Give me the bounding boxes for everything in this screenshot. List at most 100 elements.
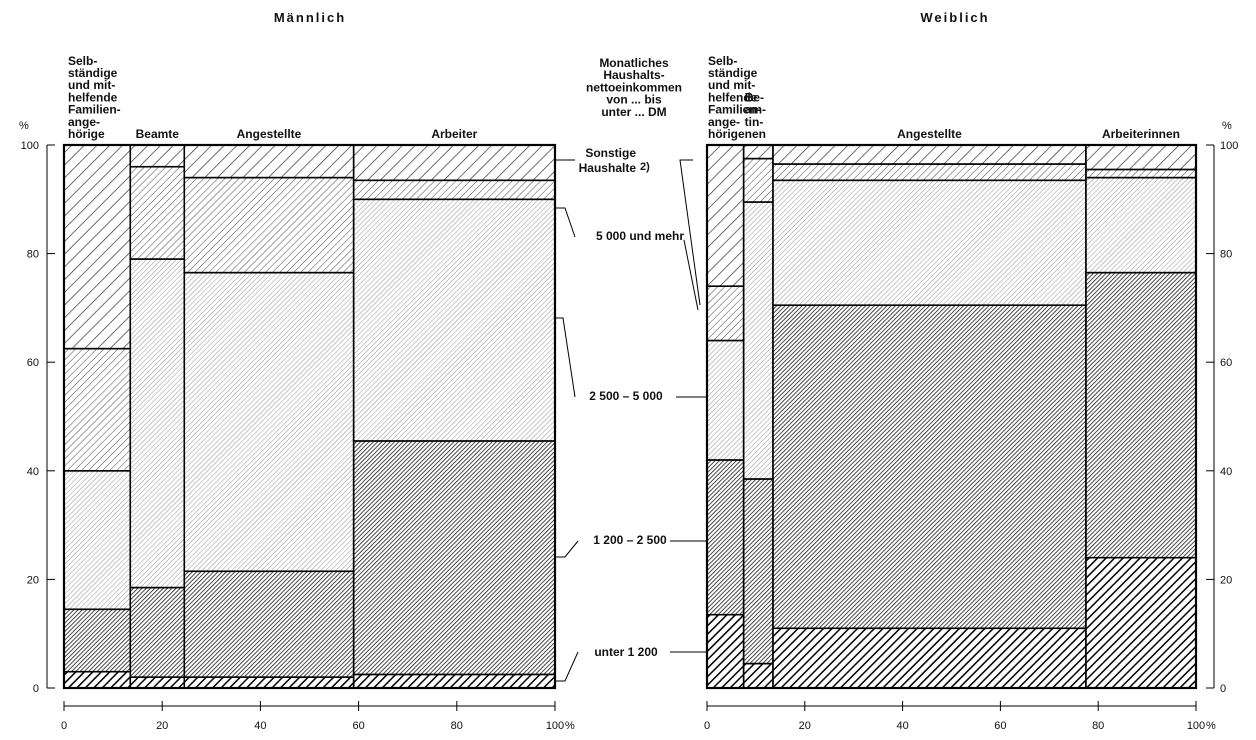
column-label: Beamte <box>136 127 180 141</box>
segment-u1200 <box>63 670 132 689</box>
segment-b2500 <box>706 339 745 461</box>
segment-sonstige <box>772 144 1087 165</box>
legend-label: 2 500 – 5 000 <box>589 389 663 403</box>
column-angestellte: Angestellte <box>772 127 1087 689</box>
y-tick-label: 20 <box>1220 574 1232 586</box>
y-tick-label: 60 <box>1220 357 1232 369</box>
column-arbeiter: Arbeiter <box>352 127 556 689</box>
segment-b1200 <box>772 304 1087 630</box>
y-tick-label: 100 <box>1220 140 1238 152</box>
column-arbeiterinnen: Arbeiterinnen <box>1085 127 1197 689</box>
segment-b2500 <box>63 469 132 611</box>
column-label: Arbeiterinnen <box>1102 127 1180 141</box>
legend-connector <box>555 651 579 682</box>
legend-item-b1200: 1 200 – 2 500 <box>555 533 707 558</box>
segment-b2500 <box>183 271 355 573</box>
segment-u1200 <box>129 676 186 689</box>
column-label: Selb-ständige und mit-helfende Familien-an… <box>708 54 761 141</box>
segment-u1200 <box>183 676 355 689</box>
x-tick-label: 20 <box>156 720 168 732</box>
legend-label: unter 1 200 <box>594 645 658 659</box>
y-tick-label: 0 <box>1220 683 1226 695</box>
x-tick-label: 40 <box>254 720 266 732</box>
x-tick-label: 40 <box>896 720 908 732</box>
segment-b1200 <box>742 478 774 665</box>
legend-heading: Monatliches Haushalts-nettoeinkommen von .… <box>586 56 682 119</box>
legend-connector <box>683 239 699 311</box>
panel-weiblich: Weiblich Selb-ständige und mit-helfende Fam… <box>704 10 1238 732</box>
x-tick-label: 20 <box>799 720 811 732</box>
segment-b5000 <box>183 176 355 274</box>
column-label: Be-am-tin-nen <box>745 90 766 141</box>
legend-label: 1 200 – 2 500 <box>593 533 667 547</box>
x-unit: % <box>1206 720 1216 732</box>
segment-b2500 <box>1085 176 1197 274</box>
segment-b2500 <box>742 201 774 480</box>
segment-u1200 <box>706 613 745 689</box>
y-tick-label: 20 <box>27 574 39 586</box>
column-label: Selb-ständige und mit-helfende Familien-an… <box>68 54 121 141</box>
segment-b5000 <box>706 285 745 342</box>
legend-footnote-mark: 2) <box>640 161 650 173</box>
y-unit: % <box>1222 120 1232 132</box>
column-label: Arbeiter <box>431 127 477 141</box>
legend-connector <box>679 159 701 306</box>
segment-b5000 <box>352 179 556 201</box>
segment-sonstige <box>63 144 132 350</box>
segment-sonstige <box>129 144 186 168</box>
column-angestellte: Angestellte <box>183 127 355 689</box>
column-beamte: Beamte <box>129 127 186 689</box>
x-tick-label: 100 <box>546 720 564 732</box>
segment-sonstige <box>1085 144 1197 171</box>
legend-item-b2500: 2 500 – 5 000 <box>555 317 707 403</box>
segment-b2500 <box>129 258 186 589</box>
segment-b1200 <box>63 608 132 673</box>
x-unit: % <box>565 720 575 732</box>
x-tick-label: 80 <box>1092 720 1104 732</box>
y-unit: % <box>19 120 29 132</box>
column-label: Angestellte <box>237 127 302 141</box>
segment-b1200 <box>706 459 745 616</box>
plot-frame <box>705 143 1198 690</box>
segment-b5000 <box>1085 168 1197 179</box>
legend-item-u1200: unter 1 200 <box>555 645 707 682</box>
segment-b1200 <box>183 570 355 678</box>
legend-item-b5000: 5 000 und mehr <box>555 207 699 311</box>
plot-frame <box>62 143 557 690</box>
segment-b2500 <box>772 179 1087 306</box>
legend-connector <box>555 207 576 238</box>
legend-label: 5 000 und mehr <box>596 229 684 243</box>
x-tick-label: 100 <box>1187 720 1205 732</box>
segment-b5000 <box>63 347 132 472</box>
column-selb-ständigeund-mit-helfendefamilien-ange-hörige: Selb-ständige und mit-helfende Familien-an… <box>63 54 132 689</box>
panel-title: Weiblich <box>920 10 989 25</box>
segment-sonstige <box>742 144 774 160</box>
x-tick-label: 60 <box>994 720 1006 732</box>
y-tick-label: 60 <box>27 357 39 369</box>
segment-u1200 <box>772 627 1087 689</box>
y-tick-label: 40 <box>1220 466 1232 478</box>
legend-connector <box>555 317 576 398</box>
y-tick-label: 40 <box>27 466 39 478</box>
legend-item-sonstige: Sonstige Haushalte 2) <box>555 146 701 306</box>
segment-b5000 <box>129 165 186 260</box>
segment-b1200 <box>129 586 186 678</box>
legend-connector <box>555 540 579 558</box>
segment-sonstige <box>352 144 556 182</box>
y-tick-label: 80 <box>27 249 39 261</box>
x-tick-label: 0 <box>704 720 710 732</box>
x-tick-label: 80 <box>451 720 463 732</box>
segment-b5000 <box>742 157 774 203</box>
column-label: Angestellte <box>897 127 962 141</box>
segment-b1200 <box>1085 271 1197 559</box>
legend-label: Sonstige Haushalte <box>579 146 637 175</box>
segment-b1200 <box>352 440 556 676</box>
panel-title: Männlich <box>274 10 346 25</box>
segment-u1200 <box>742 662 774 689</box>
segment-sonstige <box>706 144 745 287</box>
y-tick-label: 100 <box>21 140 39 152</box>
x-tick-label: 0 <box>61 720 67 732</box>
x-tick-label: 60 <box>352 720 364 732</box>
segment-u1200 <box>352 673 556 689</box>
